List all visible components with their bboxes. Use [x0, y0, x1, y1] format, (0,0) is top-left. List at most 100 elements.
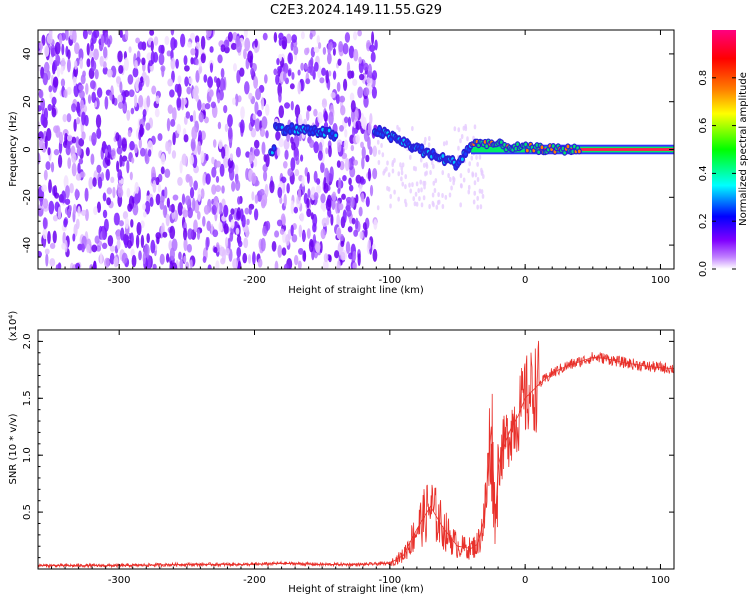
- spectral-noise-blob: [361, 146, 366, 159]
- spectral-noise-blob: [293, 45, 299, 56]
- spectral-noise-blob: [147, 149, 152, 157]
- spectral-noise-blob: [265, 103, 270, 116]
- spectral-noise-blob: [338, 177, 342, 192]
- spectral-noise-blob: [297, 113, 303, 128]
- spectral-noise-blob: [304, 63, 308, 70]
- spectral-noise-blob: [112, 186, 116, 199]
- spectral-noise-blob: [336, 214, 340, 228]
- spectral-noise-blob: [358, 56, 362, 64]
- spectral-noise-blob: [397, 196, 400, 202]
- spectral-noise-blob: [357, 86, 364, 99]
- spectral-noise-blob: [276, 58, 280, 66]
- spectral-noise-blob: [117, 169, 123, 181]
- spectral-noise-blob: [265, 153, 270, 168]
- spectral-noise-blob: [220, 67, 225, 79]
- spectral-noise-blob: [328, 255, 332, 263]
- spectrogram-marks: [38, 30, 674, 269]
- spectral-noise-blob: [377, 149, 381, 155]
- spectral-noise-blob: [273, 31, 278, 43]
- spectral-noise-blob: [195, 70, 200, 83]
- spectral-noise-blob: [290, 41, 294, 52]
- x-tick-label: 100: [651, 275, 670, 286]
- spectral-noise-blob: [91, 131, 97, 146]
- y-tick-label: -20: [22, 189, 33, 205]
- spectral-noise-blob: [183, 134, 189, 143]
- spectral-noise-blob: [339, 95, 346, 103]
- signal-blob-inner: [551, 144, 555, 148]
- spectral-noise-blob: [109, 252, 115, 265]
- spectral-noise-blob: [115, 229, 122, 241]
- spectral-noise-blob: [387, 186, 391, 192]
- spectral-noise-blob: [185, 173, 191, 183]
- y-tick-label: 40: [22, 48, 33, 61]
- spectral-noise-blob: [81, 209, 87, 216]
- spectral-noise-blob: [429, 169, 432, 175]
- spectral-noise-blob: [431, 200, 435, 206]
- spectral-noise-blob: [82, 70, 86, 78]
- spectral-noise-blob: [139, 123, 144, 138]
- spectral-noise-blob: [61, 242, 66, 250]
- spectral-noise-blob: [227, 114, 233, 128]
- spectral-noise-blob: [337, 58, 342, 66]
- spectral-noise-blob: [75, 136, 80, 149]
- spectral-noise-blob: [49, 242, 56, 250]
- spectral-noise-blob: [145, 195, 150, 203]
- spectral-noise-blob: [362, 222, 367, 231]
- spectral-noise-blob: [261, 141, 266, 155]
- spectral-noise-blob: [223, 223, 229, 235]
- spectral-noise-blob: [102, 61, 107, 69]
- spectral-noise-blob: [247, 50, 254, 63]
- spectral-noise-blob: [187, 228, 194, 240]
- spectral-noise-blob: [385, 166, 388, 172]
- spectral-noise-blob: [467, 168, 470, 174]
- spectral-noise-blob: [119, 81, 123, 94]
- spectral-noise-blob: [138, 250, 142, 261]
- spectral-noise-blob: [336, 160, 341, 168]
- spectral-noise-blob: [228, 167, 235, 181]
- spectral-noise-blob: [237, 240, 243, 248]
- spectral-noise-blob: [106, 197, 112, 206]
- spectral-noise-blob: [195, 58, 199, 66]
- spectral-noise-blob: [58, 33, 63, 46]
- spectral-noise-blob: [444, 194, 448, 200]
- spectral-noise-blob: [116, 239, 121, 250]
- colorbar-tick-label: 0.6: [698, 118, 709, 134]
- spectral-noise-blob: [350, 144, 355, 152]
- spectral-noise-blob: [38, 188, 45, 202]
- spectral-noise-blob: [365, 196, 370, 208]
- spectral-noise-blob: [341, 193, 346, 200]
- spectral-noise-blob: [46, 33, 53, 45]
- spectral-noise-blob: [380, 142, 383, 148]
- spectral-noise-blob: [408, 182, 411, 188]
- spectral-noise-blob: [44, 135, 48, 150]
- spectral-noise-blob: [74, 42, 80, 55]
- spectral-noise-blob: [104, 148, 108, 158]
- spectral-noise-blob: [360, 141, 364, 149]
- spectral-noise-blob: [141, 57, 146, 66]
- spectral-noise-blob: [281, 247, 287, 256]
- spectral-noise-blob: [467, 184, 471, 190]
- spectral-noise-blob: [117, 94, 123, 103]
- spectral-noise-blob: [159, 253, 165, 265]
- spectral-noise-blob: [64, 239, 68, 253]
- spectral-noise-blob: [81, 243, 85, 253]
- spectral-noise-blob: [382, 170, 385, 176]
- spectral-noise-blob: [186, 86, 192, 95]
- spectral-noise-blob: [409, 154, 412, 160]
- spectral-noise-blob: [96, 127, 102, 140]
- spectral-noise-blob: [122, 211, 129, 220]
- spectral-noise-blob: [205, 153, 209, 162]
- spectral-noise-blob: [209, 62, 214, 73]
- spectral-noise-blob: [96, 201, 102, 213]
- spectral-noise-blob: [115, 76, 121, 84]
- spectral-noise-blob: [430, 160, 434, 166]
- colorbar-tick-label: 0.2: [698, 213, 709, 229]
- spectral-noise-blob: [224, 247, 230, 256]
- spectral-noise-blob: [119, 30, 123, 39]
- spectral-noise-blob: [470, 155, 474, 161]
- spectral-noise-blob: [459, 173, 463, 179]
- spectral-noise-blob: [235, 40, 242, 53]
- spectral-noise-blob: [79, 171, 86, 178]
- spectral-noise-blob: [78, 137, 85, 147]
- spectral-noise-blob: [237, 196, 241, 205]
